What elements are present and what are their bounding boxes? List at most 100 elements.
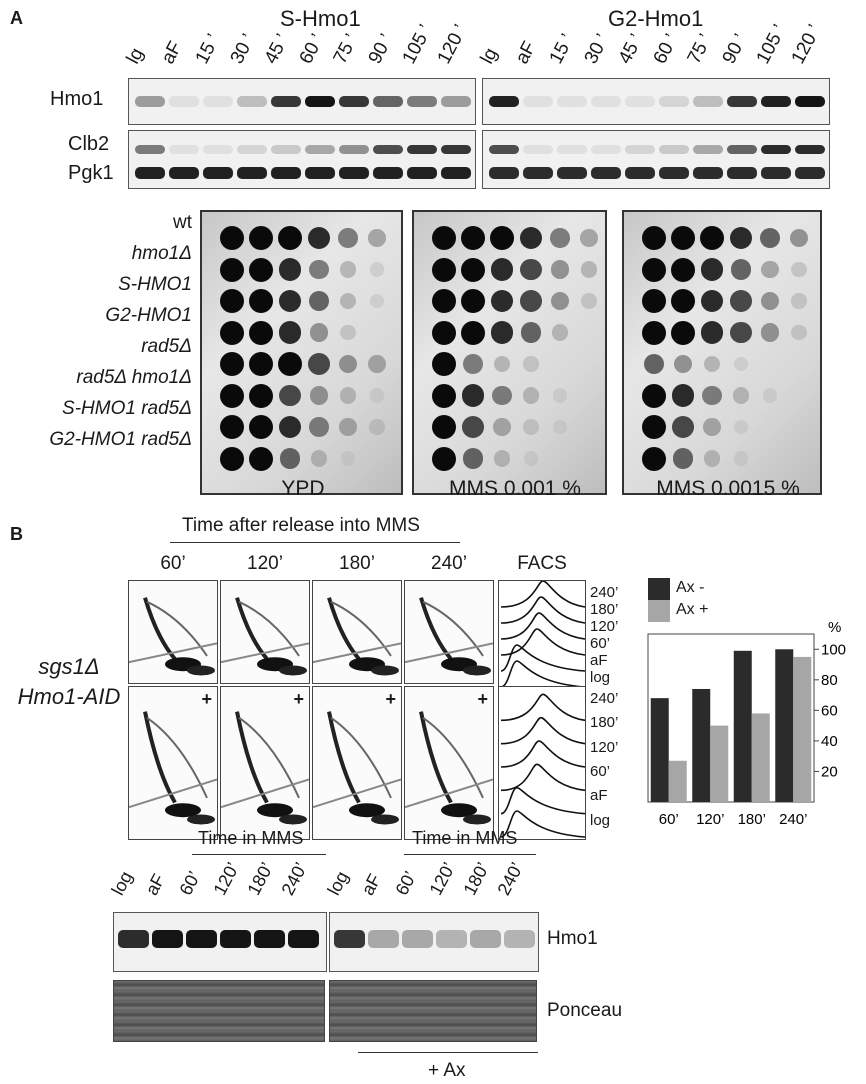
colony-spot: [700, 226, 724, 250]
blot-b-lane-minus: 60’: [175, 867, 205, 899]
colony-spot: [550, 291, 570, 311]
strain-label-5: rad5Δ hmo1Δ: [76, 367, 192, 388]
s-hmo1-band-6: [339, 96, 369, 107]
colony-spot: [369, 293, 385, 309]
colony-spot: [580, 261, 598, 278]
colony-spot: [642, 226, 666, 250]
s-hmo1-band-4: [271, 96, 301, 107]
colony-spot: [338, 228, 358, 248]
colony-spot: [309, 386, 329, 405]
g2-hmo1-band-8: [761, 96, 791, 107]
2d-gel-panel: [404, 580, 494, 684]
b-plus-band: [504, 930, 535, 948]
b-minus-band: [152, 930, 183, 948]
blot-b-lane-plus: aF: [357, 870, 385, 899]
colony-spot: [340, 451, 356, 466]
colony-spot: [432, 415, 456, 439]
s-hmo1-band-0: [135, 96, 165, 107]
g2-pgk1-band-6: [693, 167, 723, 179]
time-after-release-header: Time after release into MMS: [182, 515, 420, 536]
facs-label: aF: [590, 652, 608, 669]
colony-spot: [729, 226, 753, 250]
pgk1-row-label: Pgk1: [68, 162, 114, 184]
colony-spot: [369, 388, 385, 403]
colony-spot: [672, 448, 694, 469]
colony-spot: [490, 321, 514, 344]
colony-spot: [278, 321, 302, 344]
clb2-row-label: Clb2: [68, 133, 110, 155]
strain-label-2: S-HMO1: [118, 274, 192, 295]
colony-spot: [310, 450, 328, 467]
s-hmo1-band-7: [373, 96, 403, 107]
strain-label-3: G2-HMO1: [105, 305, 192, 326]
time-label-120: 120’: [247, 553, 283, 574]
colony-spot: [279, 448, 301, 469]
legend-label-ax-plus: Ax +: [676, 601, 709, 618]
colony-spot: [368, 229, 386, 247]
g2-hmo1-band-4: [625, 96, 655, 107]
colony-spot: [791, 261, 807, 278]
colony-spot: [309, 323, 329, 342]
g2-pgk1-band-7: [727, 167, 757, 179]
colony-spot: [368, 355, 386, 373]
g2-clb2-band-7: [727, 145, 757, 154]
colony-spot: [700, 289, 724, 313]
colony-spot: [220, 226, 244, 250]
y-tick-label: 20: [821, 763, 838, 780]
colony-spot: [220, 352, 244, 376]
s-pgk1-band-1: [169, 167, 199, 179]
b-minus-band: [254, 930, 285, 948]
panel-b-letter: B: [10, 524, 23, 544]
colony-spot: [462, 416, 484, 438]
facs-label: 120’: [590, 738, 619, 756]
b-minus-band: [220, 930, 251, 948]
blot-b-lane-minus: 120’: [209, 859, 244, 899]
colony-spot: [642, 320, 666, 345]
2d-gel-panel: +: [220, 686, 310, 840]
colony-spot: [760, 291, 780, 311]
x-tick-label: 120’: [696, 811, 724, 828]
colony-spot: [249, 415, 273, 439]
2d-gel-panel: [220, 580, 310, 684]
bar-ax-plus: [668, 760, 687, 802]
colony-spot: [671, 320, 695, 345]
plate-mms-0001: [412, 210, 607, 495]
g2-hmo1-band-0: [489, 96, 519, 107]
g2-clb2-pgk1-western-blot: [482, 130, 830, 189]
blot-b-lane-minus: log: [107, 867, 137, 899]
facs-label: log: [590, 669, 611, 686]
b-minus-band: [118, 930, 149, 948]
bar-ax-minus: [775, 649, 794, 802]
colony-spot: [552, 419, 568, 435]
colony-spot: [279, 384, 301, 407]
bar-ax-plus: [751, 713, 770, 802]
colony-spot: [702, 385, 722, 406]
hmo1-row-label: Hmo1: [50, 88, 104, 110]
b-minus-band: [288, 930, 319, 948]
blot-b-lane-minus: aF: [141, 870, 169, 899]
s-pgk1-band-2: [203, 167, 233, 179]
colony-spot: [671, 257, 695, 282]
ax-plus-marker: +: [477, 689, 488, 709]
colony-spot: [550, 228, 570, 248]
colony-spot: [432, 352, 456, 376]
strain-label-4: rad5Δ: [141, 336, 192, 357]
colony-spot: [249, 320, 273, 345]
colony-spot: [461, 226, 485, 250]
colony-spot: [308, 290, 330, 312]
time-label-180: 180’: [339, 553, 375, 574]
colony-spot: [220, 320, 244, 345]
colony-spot: [490, 226, 514, 250]
colony-spot: [523, 356, 539, 372]
g2-clb2-band-2: [557, 145, 587, 154]
plate-ypd: [200, 210, 403, 495]
s-clb2-band-3: [237, 145, 267, 154]
panel-a-letter: A: [10, 8, 23, 28]
colony-spot: [220, 415, 244, 439]
s-pgk1-band-3: [237, 167, 267, 179]
g2-pgk1-band-1: [523, 167, 553, 179]
facs-label: 60’: [590, 763, 611, 780]
colony-spot: [522, 387, 540, 404]
time-label-60: 60’: [160, 553, 186, 574]
colony-spot: [220, 257, 244, 282]
